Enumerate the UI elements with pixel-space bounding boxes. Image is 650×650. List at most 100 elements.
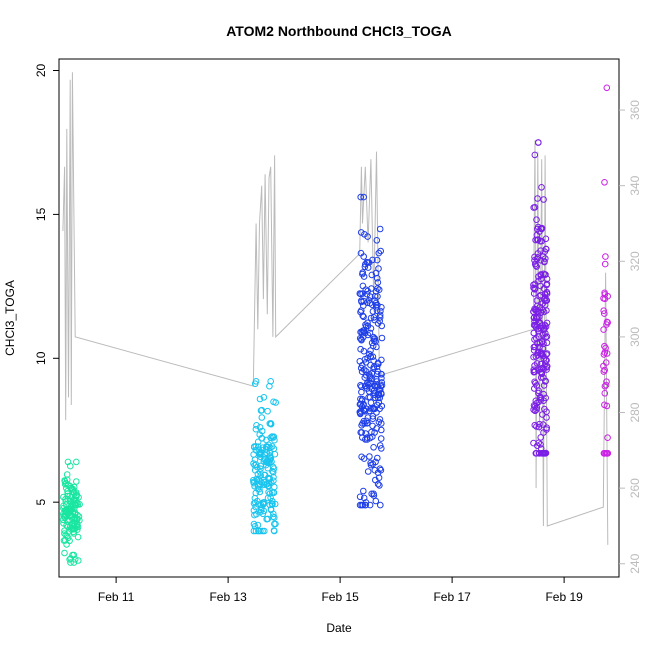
data-point: [263, 443, 270, 450]
data-point: [531, 378, 538, 386]
data-point: [538, 225, 545, 233]
data-point: [60, 493, 67, 501]
data-point: [534, 442, 541, 450]
y2-tick-label: 240: [628, 553, 642, 573]
data-point: [532, 262, 540, 269]
data-point: [364, 468, 372, 475]
data-point: [531, 253, 538, 261]
data-point: [601, 450, 608, 457]
data-point: [361, 382, 369, 390]
data-point: [366, 293, 374, 300]
data-point: [537, 349, 545, 356]
data-point: [70, 483, 78, 491]
data-point: [601, 383, 609, 390]
data-point: [543, 288, 551, 296]
data-point: [62, 531, 70, 539]
data-point: [376, 394, 384, 402]
data-point: [263, 458, 270, 466]
data-point: [376, 442, 384, 449]
data-point: [603, 350, 611, 357]
data-point: [362, 286, 370, 294]
data-point: [378, 420, 385, 427]
y-tick-label: 10: [34, 351, 48, 365]
data-point: [68, 526, 75, 533]
data-point: [541, 258, 548, 265]
data-point: [535, 139, 542, 146]
data-point: [535, 398, 543, 406]
data-point: [252, 527, 260, 535]
data-point: [251, 511, 258, 519]
data-point: [373, 409, 380, 416]
data-point: [375, 286, 383, 294]
data-point: [250, 476, 257, 484]
data-point: [263, 515, 271, 523]
data-point: [373, 378, 381, 385]
data-point: [531, 204, 539, 211]
data-point: [269, 467, 276, 475]
data-point: [371, 337, 378, 345]
data-point: [364, 259, 372, 266]
data-point: [266, 420, 274, 427]
data-point: [361, 420, 368, 427]
data-point: [376, 311, 384, 319]
data-point: [368, 271, 376, 279]
data-point: [264, 494, 272, 502]
data-point: [67, 555, 74, 562]
data-point: [542, 330, 549, 337]
axes-layer: Feb 11 Feb 13 Feb 15 Feb 17 Feb 19 5 10 15 20 240…: [34, 58, 642, 604]
data-point: [539, 306, 547, 314]
data-point: [76, 501, 83, 508]
data-point: [601, 260, 609, 268]
data-point: [256, 395, 264, 403]
data-point: [359, 290, 366, 297]
data-point: [542, 377, 550, 385]
data-point: [372, 497, 380, 505]
data-point: [64, 492, 71, 500]
data-point: [377, 247, 385, 255]
data-point: [73, 478, 80, 485]
data-point: [253, 497, 261, 505]
y-tick-label: 15: [34, 207, 48, 221]
x-tick-label: Feb 19: [545, 590, 583, 604]
data-point: [255, 527, 262, 535]
data-point: [67, 506, 75, 513]
data-point: [373, 363, 381, 371]
data-point: [67, 462, 74, 470]
data-point: [531, 343, 539, 351]
data-point: [61, 530, 68, 537]
data-point: [63, 521, 70, 529]
data-point: [600, 307, 608, 315]
data-point: [537, 441, 544, 448]
data-point: [542, 245, 550, 253]
data-point: [362, 499, 370, 506]
data-point: [541, 325, 548, 332]
data-point: [364, 379, 371, 387]
data-point: [530, 347, 538, 354]
data-point: [266, 382, 273, 390]
data-point: [256, 451, 263, 458]
data-point: [364, 287, 372, 295]
data-point: [62, 512, 69, 519]
data-point: [376, 482, 383, 489]
data-point: [374, 480, 382, 488]
data-point: [269, 468, 277, 476]
data-point: [539, 338, 546, 345]
data-point: [360, 253, 368, 260]
data-point: [357, 382, 364, 389]
data-point: [531, 322, 539, 329]
data-point: [362, 501, 370, 509]
data-point: [360, 487, 367, 495]
data-point: [70, 497, 78, 504]
data-point: [531, 151, 539, 159]
data-point: [360, 455, 368, 462]
data-point: [368, 428, 375, 436]
data-point: [73, 458, 80, 466]
data-point: [69, 551, 76, 559]
data-point: [267, 453, 274, 461]
x-tick-label: Feb 17: [433, 590, 471, 604]
data-point: [534, 225, 541, 233]
data-point: [257, 407, 265, 414]
data-point: [67, 512, 74, 520]
data-point: [356, 408, 364, 416]
